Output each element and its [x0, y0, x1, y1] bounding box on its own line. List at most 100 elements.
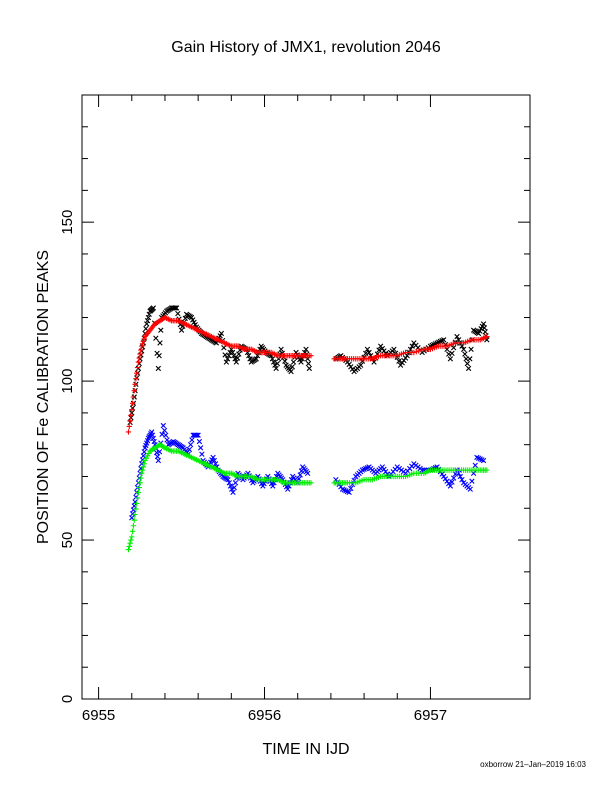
data-point: [160, 422, 166, 429]
data-point: [125, 546, 132, 553]
data-point: [141, 461, 147, 467]
data-point: [275, 356, 282, 362]
data-point: [142, 457, 148, 464]
data-point: [155, 365, 162, 372]
data-point: [211, 457, 218, 464]
data-series: [125, 305, 490, 553]
data-point: [308, 480, 314, 486]
data-point: [462, 351, 468, 357]
data-point: [150, 305, 157, 311]
data-point: [141, 449, 147, 455]
data-point: [450, 345, 457, 351]
data-point: [449, 350, 455, 356]
data-point: [450, 475, 457, 481]
data-point: [396, 358, 402, 364]
data-point: [135, 359, 142, 365]
data-point: [126, 423, 132, 430]
axis-ticks: [82, 94, 530, 700]
data-point: [227, 483, 234, 489]
series-2: [125, 314, 490, 435]
data-point: [140, 464, 147, 470]
data-point: [270, 483, 276, 489]
data-point: [126, 543, 132, 550]
data-point: [140, 338, 147, 345]
data-point: [129, 528, 136, 535]
data-point: [156, 352, 162, 359]
data-point: [223, 359, 230, 365]
data-point: [197, 445, 204, 451]
data-point: [303, 346, 309, 353]
data-point: [272, 362, 278, 368]
data-point: [129, 515, 135, 521]
data-point: [153, 335, 159, 341]
data-point: [441, 337, 447, 343]
data-point: [129, 410, 135, 416]
data-point: [156, 449, 163, 455]
data-point: [233, 359, 239, 365]
y-tick-label: 150: [59, 210, 76, 235]
data-point: [132, 511, 138, 518]
data-point: [133, 506, 139, 512]
data-point: [140, 453, 147, 459]
data-point: [141, 336, 147, 342]
data-point: [139, 341, 146, 347]
y-tick-label: 0: [59, 695, 76, 703]
data-point: [285, 486, 291, 492]
data-point: [155, 457, 162, 464]
plot-frame: [81, 94, 531, 700]
data-point: [366, 349, 372, 356]
data-point: [467, 486, 473, 492]
data-point: [128, 537, 134, 543]
data-point: [163, 432, 169, 438]
data-point: [137, 351, 143, 357]
data-point: [236, 351, 242, 357]
data-point: [132, 381, 138, 387]
data-point: [447, 483, 454, 489]
data-point: [129, 400, 136, 407]
data-point: [134, 364, 141, 371]
data-point: [484, 467, 490, 473]
data-point: [194, 432, 200, 438]
data-point: [157, 340, 163, 346]
data-point: [210, 454, 216, 461]
data-point: [376, 347, 382, 353]
data-point: [459, 476, 465, 483]
data-point: [196, 438, 203, 445]
data-point: [273, 365, 279, 372]
y-tick-label: 100: [59, 369, 76, 394]
data-point: [138, 475, 144, 481]
data-point: [139, 467, 146, 473]
data-point: [234, 355, 241, 361]
data-point: [226, 480, 232, 486]
data-point: [308, 352, 314, 359]
data-point: [225, 476, 231, 483]
data-point: [224, 356, 231, 362]
data-point: [288, 368, 294, 375]
data-point: [348, 485, 354, 492]
data-point: [135, 489, 142, 496]
data-point: [231, 484, 237, 491]
data-point: [134, 370, 140, 376]
series-4: [125, 441, 490, 553]
data-point: [130, 507, 137, 513]
data-point: [481, 325, 488, 331]
data-point: [282, 358, 288, 364]
data-point: [186, 446, 193, 453]
data-point: [290, 359, 297, 365]
data-point: [269, 356, 276, 362]
data-point: [229, 486, 235, 492]
data-point: [138, 347, 144, 353]
data-point: [131, 387, 137, 394]
data-point: [346, 489, 352, 496]
data-point: [484, 333, 490, 340]
data-point: [136, 355, 142, 361]
data-point: [129, 534, 135, 540]
data-point: [468, 346, 474, 353]
data-point: [229, 349, 236, 356]
data-point: [189, 437, 195, 443]
data-point: [144, 453, 151, 459]
data-point: [187, 441, 194, 448]
data-point: [482, 329, 488, 335]
data-point: [136, 484, 142, 491]
